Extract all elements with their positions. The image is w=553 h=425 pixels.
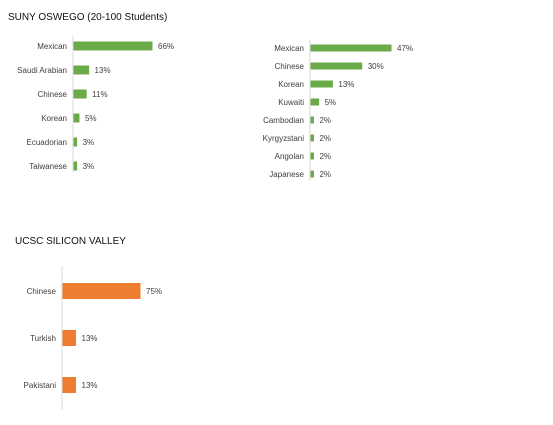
category-label: Korean bbox=[41, 114, 67, 123]
category-label: Mexican bbox=[274, 44, 304, 53]
bar bbox=[310, 116, 314, 124]
category-label: Mexican bbox=[37, 42, 67, 51]
category-label: Kuwaiti bbox=[278, 98, 304, 107]
data-label: 5% bbox=[325, 98, 337, 107]
ucsc-section-title: UCSC SILICON VALLEY bbox=[15, 236, 126, 247]
category-label: Pakistani bbox=[24, 381, 57, 390]
category-label: Korean bbox=[278, 80, 304, 89]
data-label: 13% bbox=[95, 66, 111, 75]
data-label: 3% bbox=[83, 138, 95, 147]
bar bbox=[73, 113, 80, 123]
data-label: 30% bbox=[368, 62, 384, 71]
data-label: 3% bbox=[83, 162, 95, 171]
category-label: Kyrgyzstani bbox=[263, 134, 305, 143]
category-label: Taiwanese bbox=[29, 162, 67, 171]
data-label: 47% bbox=[397, 44, 413, 53]
data-label: 11% bbox=[92, 90, 107, 99]
oswego-section-title: SUNY OSWEGO (20-100 Students) bbox=[8, 12, 168, 23]
data-label: 5% bbox=[85, 114, 97, 123]
data-label: 2% bbox=[319, 170, 331, 179]
category-label: Cambodian bbox=[263, 116, 304, 125]
category-label: Angolan bbox=[275, 152, 304, 161]
category-label: Chinese bbox=[38, 90, 68, 99]
bar bbox=[310, 44, 392, 52]
category-label: Turkish bbox=[30, 334, 56, 343]
data-label: 13% bbox=[82, 334, 98, 343]
bar bbox=[62, 283, 141, 299]
category-label: Saudi Arabian bbox=[17, 66, 67, 75]
bar bbox=[310, 170, 314, 178]
bar bbox=[62, 330, 77, 346]
data-label: 2% bbox=[319, 134, 331, 143]
category-label: Japanese bbox=[269, 170, 304, 179]
category-label: Chinese bbox=[27, 287, 57, 296]
bar bbox=[310, 98, 320, 106]
bar bbox=[310, 80, 333, 88]
bar bbox=[62, 377, 77, 393]
data-label: 13% bbox=[338, 80, 354, 89]
category-label: Ecuadorian bbox=[27, 138, 67, 147]
bar bbox=[310, 134, 314, 142]
data-label: 13% bbox=[82, 381, 98, 390]
data-label: 2% bbox=[319, 152, 331, 161]
bar bbox=[73, 137, 78, 147]
bar bbox=[73, 41, 153, 51]
bar bbox=[310, 152, 314, 160]
bar bbox=[73, 89, 87, 99]
bar bbox=[73, 161, 78, 171]
bar bbox=[310, 62, 363, 70]
data-label: 66% bbox=[158, 42, 174, 51]
data-label: 75% bbox=[146, 287, 162, 296]
data-label: 2% bbox=[319, 116, 331, 125]
category-label: Chinese bbox=[275, 62, 305, 71]
bar bbox=[73, 65, 90, 75]
